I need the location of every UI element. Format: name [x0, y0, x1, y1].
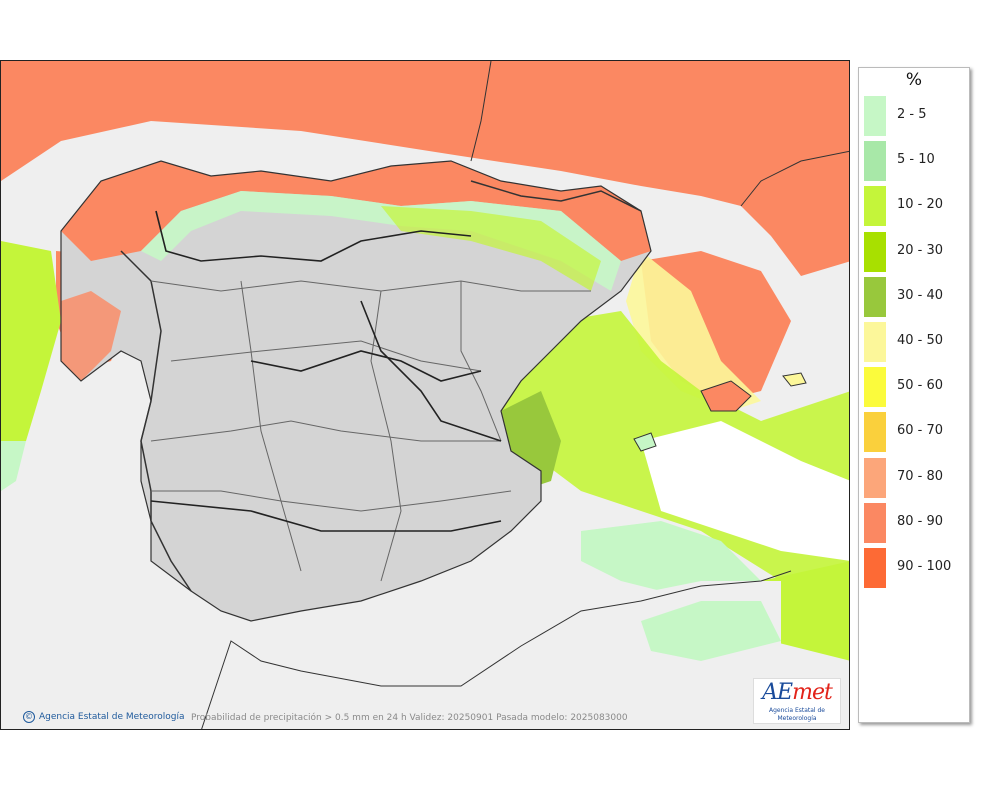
legend-item: 90 - 100 — [864, 548, 964, 588]
precip-zone-atlantic-pale — [1, 441, 26, 491]
north-africa — [171, 581, 781, 729]
mallorca — [700, 380, 752, 412]
legend-label: 70 - 80 — [897, 468, 944, 484]
logo-met: met — [792, 680, 833, 705]
menorca — [782, 372, 807, 387]
region-borders — [150, 280, 591, 582]
agency-credit-text: Agencia Estatal de Meteorología — [39, 712, 185, 722]
legend-label: 20 - 30 — [897, 242, 944, 258]
precip-zone-north — [1, 61, 849, 276]
legend-swatch — [864, 322, 886, 362]
precip-zone-ebro — [381, 206, 601, 291]
legend-item: 50 - 60 — [864, 367, 964, 408]
legend-label: 30 - 40 — [897, 287, 944, 303]
france-med-coast — [740, 150, 849, 207]
precip-zone-sardinia-south — [761, 561, 849, 661]
portugal-spain-border — [120, 250, 192, 592]
copyright-icon: © — [23, 711, 35, 723]
legend-swatch — [864, 231, 886, 272]
legend-item: 60 - 70 — [864, 412, 964, 453]
legend-item: 70 - 80 — [864, 457, 964, 498]
legend-swatch — [864, 186, 886, 227]
forecast-map: © Agencia Estatal de Meteorología Probabi… — [0, 60, 850, 730]
france-coast — [470, 61, 492, 162]
legend-item: 5 - 10 — [864, 141, 964, 182]
agency-credit: © Agencia Estatal de Meteorología — [23, 711, 185, 723]
africa-coastline — [201, 570, 792, 729]
legend-item: 30 - 40 — [864, 276, 964, 317]
legend-label: 50 - 60 — [897, 378, 944, 394]
community-borders — [150, 210, 502, 532]
legend-swatch — [864, 276, 886, 317]
logo-subtitle: Agencia Estatal de Meteorología — [768, 707, 825, 722]
legend-swatch — [864, 412, 886, 453]
legend-label: 90 - 100 — [897, 559, 952, 574]
legend-swatch — [864, 457, 886, 498]
legend-swatch — [864, 141, 886, 182]
precip-zone-med-white — [641, 421, 849, 561]
precip-zone-algeria — [641, 601, 781, 661]
legend-item: 80 - 90 — [864, 502, 964, 543]
map-canvas — [1, 61, 849, 729]
legend-swatch — [864, 96, 886, 136]
legend-label: 2 - 5 — [897, 107, 927, 122]
legend-swatch — [864, 367, 886, 408]
legend-item: 40 - 50 — [864, 322, 964, 362]
legend-label: 10 - 20 — [897, 197, 944, 213]
legend-unit: % — [905, 70, 923, 90]
france-spain-border — [470, 180, 642, 212]
ibiza — [633, 432, 657, 452]
precip-zone-band-yellow — [626, 251, 761, 411]
aemet-logo: AEmet Agencia Estatal de Meteorología — [753, 678, 841, 724]
precip-zone-atlantic-green — [1, 241, 61, 441]
legend-item: 2 - 5 — [864, 96, 964, 136]
legend-label: 40 - 50 — [897, 333, 944, 348]
legend-label: 80 - 90 — [897, 513, 944, 529]
map-caption: Probabilidad de precipitación > 0.5 mm e… — [191, 713, 628, 723]
precip-zone-north-coast — [61, 161, 651, 261]
legend-panel: % 2 - 5 5 - 10 10 - 20 20 - 30 30 - 40 40 - 5… — [858, 67, 970, 723]
precip-zone-portugal-coast — [61, 291, 121, 381]
legend-label: 60 - 70 — [897, 423, 944, 439]
logo-ae: AE — [762, 680, 793, 705]
legend-swatch — [864, 548, 886, 588]
legend-label: 5 - 10 — [897, 152, 935, 168]
legend-swatch — [864, 502, 886, 543]
legend-item: 20 - 30 — [864, 231, 964, 272]
legend-item: 10 - 20 — [864, 186, 964, 227]
